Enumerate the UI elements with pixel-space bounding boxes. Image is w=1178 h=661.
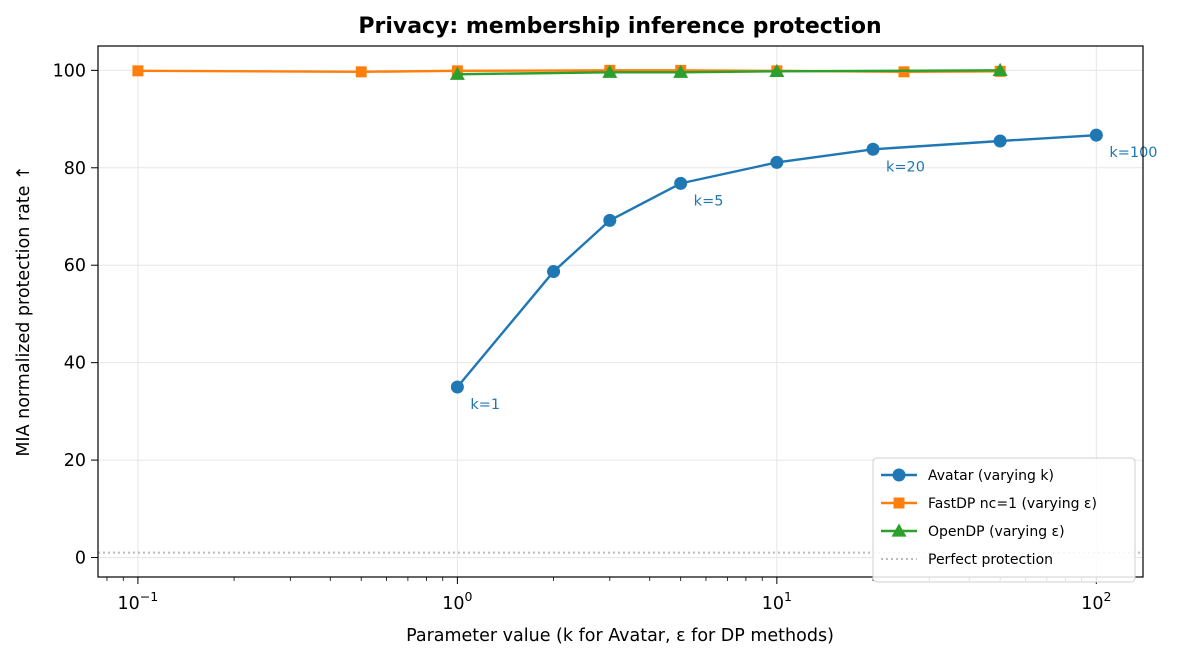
data-point [866,142,880,156]
legend-box [872,457,1136,583]
data-point [673,64,689,78]
data-point [355,66,367,78]
series-line [456,133,1097,388]
series-2 [449,62,1008,80]
legend-label: OpenDP (varying ε) [928,524,1065,540]
annotation-label: k=100 [1109,145,1157,161]
legend-label: Avatar (varying k) [928,468,1054,484]
x-tick-label: 101 [762,589,792,614]
x-tick-label: 10−1 [118,589,159,614]
y-tick-label: 60 [64,256,86,276]
data-point [769,63,785,77]
y-axis-label: MIA normalized protection rate ↑ [14,165,34,456]
axis-ticks: 10−1 100 101 102 0 20 40 60 80 100 [53,61,1112,614]
data-point [602,64,618,78]
legend-entry: Avatar (varying k) [881,468,1054,484]
x-tick-label: 102 [1081,589,1111,614]
y-tick-label: 0 [75,549,86,569]
legend-label: Perfect protection [928,552,1053,568]
x-axis-label: Parameter value (k for Avatar, ε for DP … [406,626,834,646]
legend-label: FastDP nc=1 (varying ε) [928,496,1097,512]
data-point [603,213,617,227]
data-point [450,380,464,394]
plot-frame [97,45,1144,578]
series-layer [132,62,1103,394]
chart-title: Privacy: membership inference protection [358,14,881,39]
data-point [674,176,688,190]
y-tick-label: 100 [53,61,86,81]
data-point [132,65,144,77]
legend-entry: Perfect protection [881,552,1053,568]
annotation-label: k=20 [886,159,925,175]
legend-marker [893,497,905,509]
series-0 [450,128,1103,394]
data-point [993,134,1007,148]
annotation-label: k=5 [694,193,724,209]
legend-entry: OpenDP (varying ε) [881,523,1065,540]
data-point [1089,128,1103,142]
data-point [770,155,784,169]
legend-marker [892,468,906,482]
annotation-label: k=1 [470,397,500,413]
legend-entry: FastDP nc=1 (varying ε) [881,496,1097,512]
legend-marker [891,523,907,537]
x-tick-label: 100 [442,589,472,614]
data-point [992,62,1008,76]
data-point [547,265,561,279]
y-tick-label: 80 [64,159,86,179]
y-tick-label: 20 [64,451,86,471]
legend: Avatar (varying k) FastDP nc=1 (varying ε… [872,457,1136,583]
y-tick-label: 40 [64,354,86,374]
data-point [449,66,465,80]
annotations: k=1 k=5 k=20 k=100 [470,145,1157,413]
